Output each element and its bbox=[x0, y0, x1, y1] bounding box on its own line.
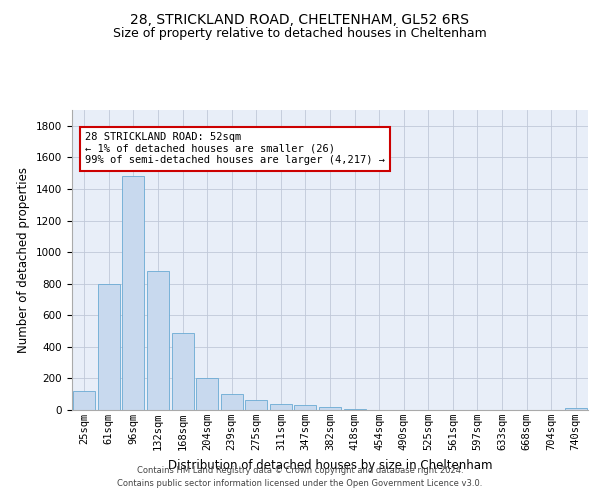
Bar bbox=[344, 409, 365, 410]
Text: Contains HM Land Registry data © Crown copyright and database right 2024.
Contai: Contains HM Land Registry data © Crown c… bbox=[118, 466, 482, 487]
Bar bbox=[73, 391, 95, 410]
Bar bbox=[147, 271, 169, 410]
Bar bbox=[172, 332, 194, 410]
Text: 28 STRICKLAND ROAD: 52sqm
← 1% of detached houses are smaller (26)
99% of semi-d: 28 STRICKLAND ROAD: 52sqm ← 1% of detach… bbox=[85, 132, 385, 166]
Bar bbox=[245, 400, 268, 410]
Bar bbox=[565, 408, 587, 410]
Bar bbox=[270, 404, 292, 410]
Bar bbox=[221, 394, 243, 410]
Y-axis label: Number of detached properties: Number of detached properties bbox=[17, 167, 31, 353]
Bar bbox=[98, 284, 120, 410]
Bar bbox=[196, 378, 218, 410]
Text: Size of property relative to detached houses in Cheltenham: Size of property relative to detached ho… bbox=[113, 28, 487, 40]
Bar bbox=[319, 407, 341, 410]
X-axis label: Distribution of detached houses by size in Cheltenham: Distribution of detached houses by size … bbox=[168, 458, 492, 471]
Text: 28, STRICKLAND ROAD, CHELTENHAM, GL52 6RS: 28, STRICKLAND ROAD, CHELTENHAM, GL52 6R… bbox=[131, 12, 470, 26]
Bar bbox=[122, 176, 145, 410]
Bar bbox=[295, 406, 316, 410]
